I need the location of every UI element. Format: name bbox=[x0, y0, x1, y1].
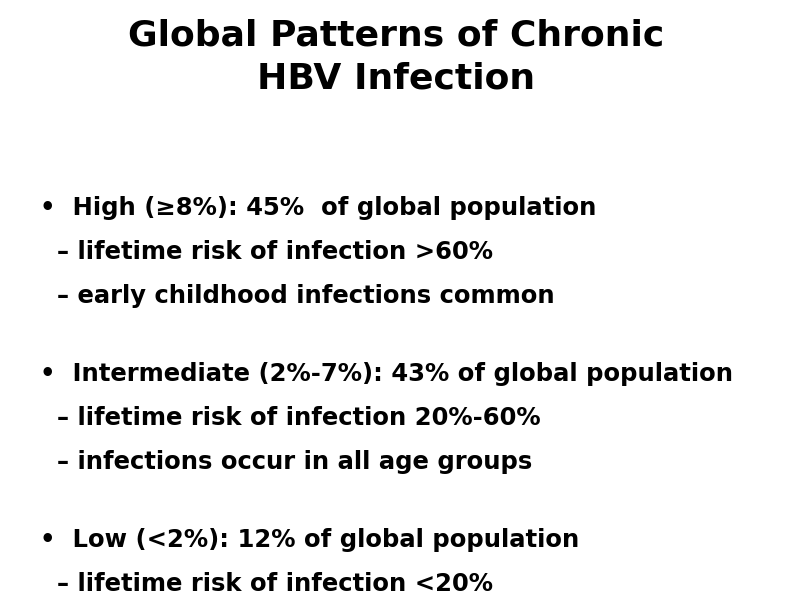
Text: – infections occur in all age groups: – infections occur in all age groups bbox=[40, 450, 532, 474]
Text: – lifetime risk of infection <20%: – lifetime risk of infection <20% bbox=[40, 572, 493, 595]
Text: – lifetime risk of infection 20%-60%: – lifetime risk of infection 20%-60% bbox=[40, 406, 540, 430]
Text: – early childhood infections common: – early childhood infections common bbox=[40, 284, 554, 308]
Text: •  Low (<2%): 12% of global population: • Low (<2%): 12% of global population bbox=[40, 528, 579, 551]
Text: •  Intermediate (2%-7%): 43% of global population: • Intermediate (2%-7%): 43% of global po… bbox=[40, 362, 733, 386]
Text: •  High (≥8%): 45%  of global population: • High (≥8%): 45% of global population bbox=[40, 196, 596, 220]
Text: Global Patterns of Chronic
HBV Infection: Global Patterns of Chronic HBV Infection bbox=[128, 18, 664, 96]
Text: – lifetime risk of infection >60%: – lifetime risk of infection >60% bbox=[40, 240, 493, 264]
